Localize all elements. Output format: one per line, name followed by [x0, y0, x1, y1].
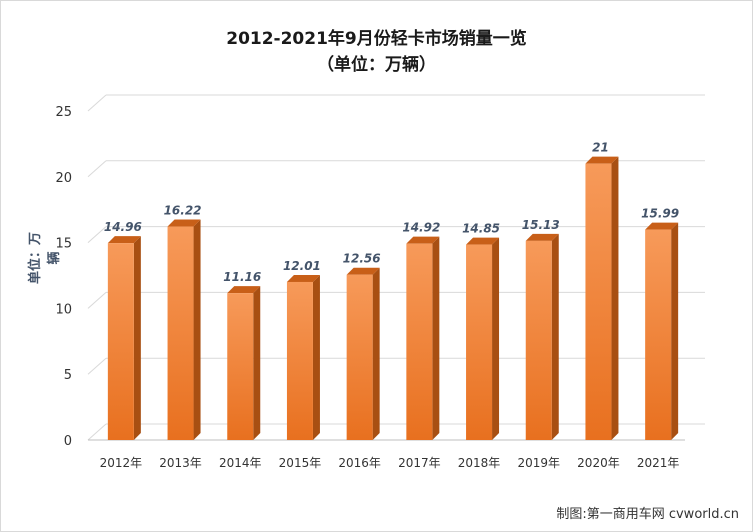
- y-tick-label: 25: [55, 105, 72, 120]
- x-tick-labels: 2012年 2013年 2014年 2015年 2016年 2017年 2018年 2019年…: [100, 456, 680, 470]
- bar-cap: [227, 286, 261, 294]
- data-label: 21: [592, 141, 609, 155]
- x-tick-label: 2012年: [100, 456, 143, 470]
- bar-side: [372, 267, 380, 440]
- bar-cap: [286, 274, 320, 282]
- y-tick-label: 15: [55, 237, 72, 252]
- data-label: 14.96: [104, 220, 142, 234]
- data-label: 12.01: [283, 259, 321, 273]
- bar-cap: [346, 267, 380, 275]
- bar-side: [133, 236, 141, 440]
- bar-front: [167, 226, 194, 440]
- bar-cap: [406, 236, 440, 244]
- y-tick-label: 10: [55, 302, 72, 317]
- bar-side: [671, 222, 679, 440]
- data-label: 12.56: [343, 252, 381, 266]
- bar: [107, 236, 141, 440]
- bar: [645, 222, 679, 440]
- x-tick-label: 2014年: [219, 456, 262, 470]
- bar: [585, 156, 619, 440]
- bar: [525, 233, 559, 440]
- grid-line-slant: [87, 423, 107, 441]
- bar-front: [525, 240, 552, 440]
- x-tick-label: 2013年: [159, 456, 202, 470]
- bar: [346, 267, 380, 440]
- x-tick-label: 2021年: [637, 456, 680, 470]
- y-tick-label: 5: [64, 368, 72, 383]
- grid-line-slant: [87, 226, 107, 243]
- bar-cap: [645, 222, 679, 230]
- bar-cap: [466, 237, 500, 245]
- data-label: 15.99: [641, 207, 679, 221]
- bar: [167, 219, 201, 440]
- chart-subtitle: （单位：万辆）: [317, 55, 436, 75]
- bar-side: [551, 233, 559, 440]
- data-label: 14.92: [402, 221, 440, 235]
- data-label: 15.13: [522, 218, 560, 232]
- chart-title: 2012-2021年9月份轻卡市场销量一览: [226, 29, 527, 49]
- grid-line-slant: [87, 357, 107, 375]
- x-tick-label: 2018年: [458, 456, 501, 470]
- x-tick-label: 2016年: [338, 456, 381, 470]
- bar-front: [585, 163, 612, 440]
- bar-cap: [167, 219, 201, 227]
- bar-front: [645, 229, 672, 440]
- bar-front: [107, 243, 134, 440]
- bar-side: [193, 219, 201, 440]
- bars: [107, 156, 679, 440]
- bar-side: [253, 286, 261, 440]
- bar: [466, 237, 500, 440]
- grid-line-slant: [87, 160, 107, 178]
- bar-front: [286, 281, 313, 440]
- x-tick-label: 2019年: [517, 456, 560, 470]
- bar-side: [492, 237, 500, 440]
- y-tick-labels: 0 5 10 15 20 25: [55, 105, 72, 449]
- x-tick-label: 2020年: [577, 456, 620, 470]
- bar: [227, 286, 261, 440]
- grid-line-slant: [87, 94, 107, 112]
- bar-side: [432, 236, 440, 440]
- bar-front: [466, 244, 493, 440]
- bar-cap: [107, 236, 141, 244]
- data-labels: 14.96 16.22 11.16 12.01 12.56 14.92 14.85 15.13…: [104, 141, 679, 284]
- bar-cap: [585, 156, 619, 164]
- bar-front: [346, 274, 373, 440]
- x-tick-label: 2017年: [398, 456, 441, 470]
- data-label: 14.85: [462, 222, 500, 236]
- grid-line-slant: [87, 292, 107, 309]
- bar-front: [406, 243, 433, 440]
- bar-side: [312, 274, 320, 440]
- data-label: 11.16: [223, 270, 261, 284]
- bar: [406, 236, 440, 440]
- bar: [286, 274, 320, 440]
- y-tick-label: 20: [55, 171, 72, 186]
- bar-cap: [525, 233, 559, 241]
- bar-front: [227, 293, 254, 440]
- source-credit: 制图:第一商用车网 cvworld.cn: [556, 507, 739, 522]
- bar-side: [611, 156, 619, 440]
- x-tick-label: 2015年: [279, 456, 322, 470]
- y-tick-label: 0: [64, 434, 72, 449]
- data-label: 16.22: [164, 204, 202, 218]
